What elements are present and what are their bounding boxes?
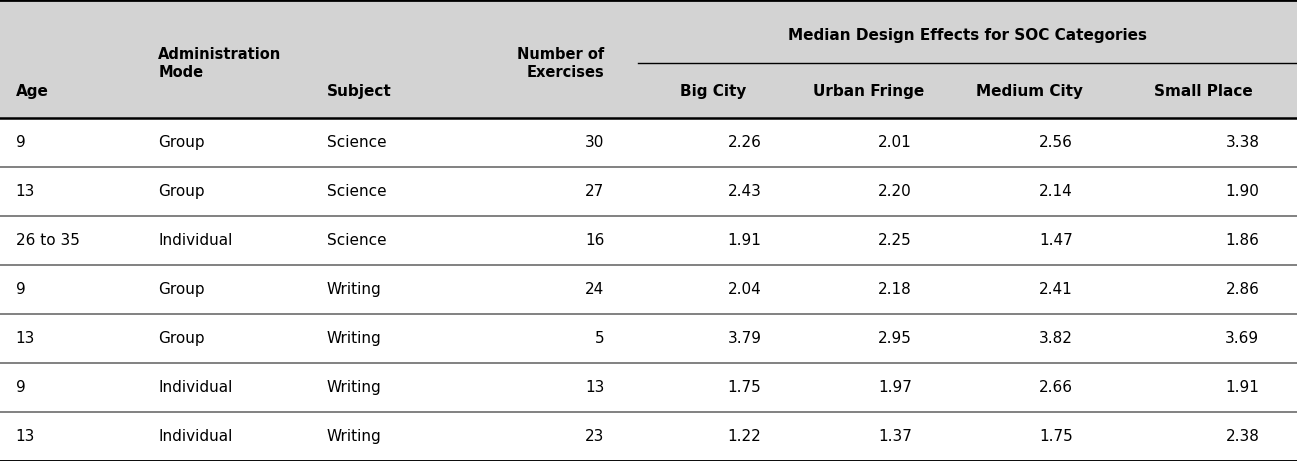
- Text: 1.86: 1.86: [1226, 233, 1259, 248]
- Text: 2.56: 2.56: [1039, 135, 1073, 149]
- Text: 2.66: 2.66: [1039, 380, 1073, 395]
- Text: 9: 9: [16, 282, 26, 297]
- Text: 24: 24: [585, 282, 604, 297]
- Text: 5: 5: [595, 331, 604, 346]
- Text: 2.18: 2.18: [878, 282, 912, 297]
- Text: 23: 23: [585, 429, 604, 444]
- Text: 3.38: 3.38: [1226, 135, 1259, 149]
- Text: 2.01: 2.01: [878, 135, 912, 149]
- Text: 1.90: 1.90: [1226, 183, 1259, 199]
- Text: 2.86: 2.86: [1226, 282, 1259, 297]
- Text: 1.22: 1.22: [728, 429, 761, 444]
- Text: Individual: Individual: [158, 429, 232, 444]
- Text: Urban Fringe: Urban Fringe: [813, 84, 925, 99]
- Text: Science: Science: [327, 183, 387, 199]
- Bar: [0, 0, 1297, 118]
- Text: Individual: Individual: [158, 233, 232, 248]
- Text: 2.14: 2.14: [1039, 183, 1073, 199]
- Text: 1.97: 1.97: [878, 380, 912, 395]
- Text: 13: 13: [585, 380, 604, 395]
- Text: Group: Group: [158, 135, 205, 149]
- Text: Small Place: Small Place: [1154, 84, 1253, 99]
- Text: Big City: Big City: [680, 84, 747, 99]
- Text: 9: 9: [16, 135, 26, 149]
- Text: 2.38: 2.38: [1226, 429, 1259, 444]
- Text: 1.75: 1.75: [728, 380, 761, 395]
- Text: 2.43: 2.43: [728, 183, 761, 199]
- Text: 2.95: 2.95: [878, 331, 912, 346]
- Text: 2.04: 2.04: [728, 282, 761, 297]
- Text: Number of
Exercises: Number of Exercises: [518, 47, 604, 80]
- Text: 1.75: 1.75: [1039, 429, 1073, 444]
- Text: 9: 9: [16, 380, 26, 395]
- Text: Group: Group: [158, 183, 205, 199]
- Text: 27: 27: [585, 183, 604, 199]
- Text: Writing: Writing: [327, 429, 381, 444]
- Text: 2.25: 2.25: [878, 233, 912, 248]
- Text: 13: 13: [16, 429, 35, 444]
- Text: Age: Age: [16, 84, 48, 99]
- Text: Subject: Subject: [327, 84, 392, 99]
- Text: 26 to 35: 26 to 35: [16, 233, 79, 248]
- Text: 1.91: 1.91: [1226, 380, 1259, 395]
- Text: Writing: Writing: [327, 380, 381, 395]
- Text: Science: Science: [327, 233, 387, 248]
- Text: Writing: Writing: [327, 331, 381, 346]
- Text: Group: Group: [158, 331, 205, 346]
- Text: Science: Science: [327, 135, 387, 149]
- Text: 1.37: 1.37: [878, 429, 912, 444]
- Text: 2.26: 2.26: [728, 135, 761, 149]
- Text: 2.41: 2.41: [1039, 282, 1073, 297]
- Text: 1.91: 1.91: [728, 233, 761, 248]
- Text: Individual: Individual: [158, 380, 232, 395]
- Text: 3.69: 3.69: [1226, 331, 1259, 346]
- Text: 1.47: 1.47: [1039, 233, 1073, 248]
- Text: Group: Group: [158, 282, 205, 297]
- Text: 13: 13: [16, 331, 35, 346]
- Text: Writing: Writing: [327, 282, 381, 297]
- Text: Administration
Mode: Administration Mode: [158, 47, 281, 80]
- Text: 3.79: 3.79: [728, 331, 761, 346]
- Text: 13: 13: [16, 183, 35, 199]
- Text: 30: 30: [585, 135, 604, 149]
- Text: Median Design Effects for SOC Categories: Median Design Effects for SOC Categories: [789, 28, 1147, 43]
- Text: 3.82: 3.82: [1039, 331, 1073, 346]
- Text: 16: 16: [585, 233, 604, 248]
- Text: 2.20: 2.20: [878, 183, 912, 199]
- Text: Medium City: Medium City: [977, 84, 1083, 99]
